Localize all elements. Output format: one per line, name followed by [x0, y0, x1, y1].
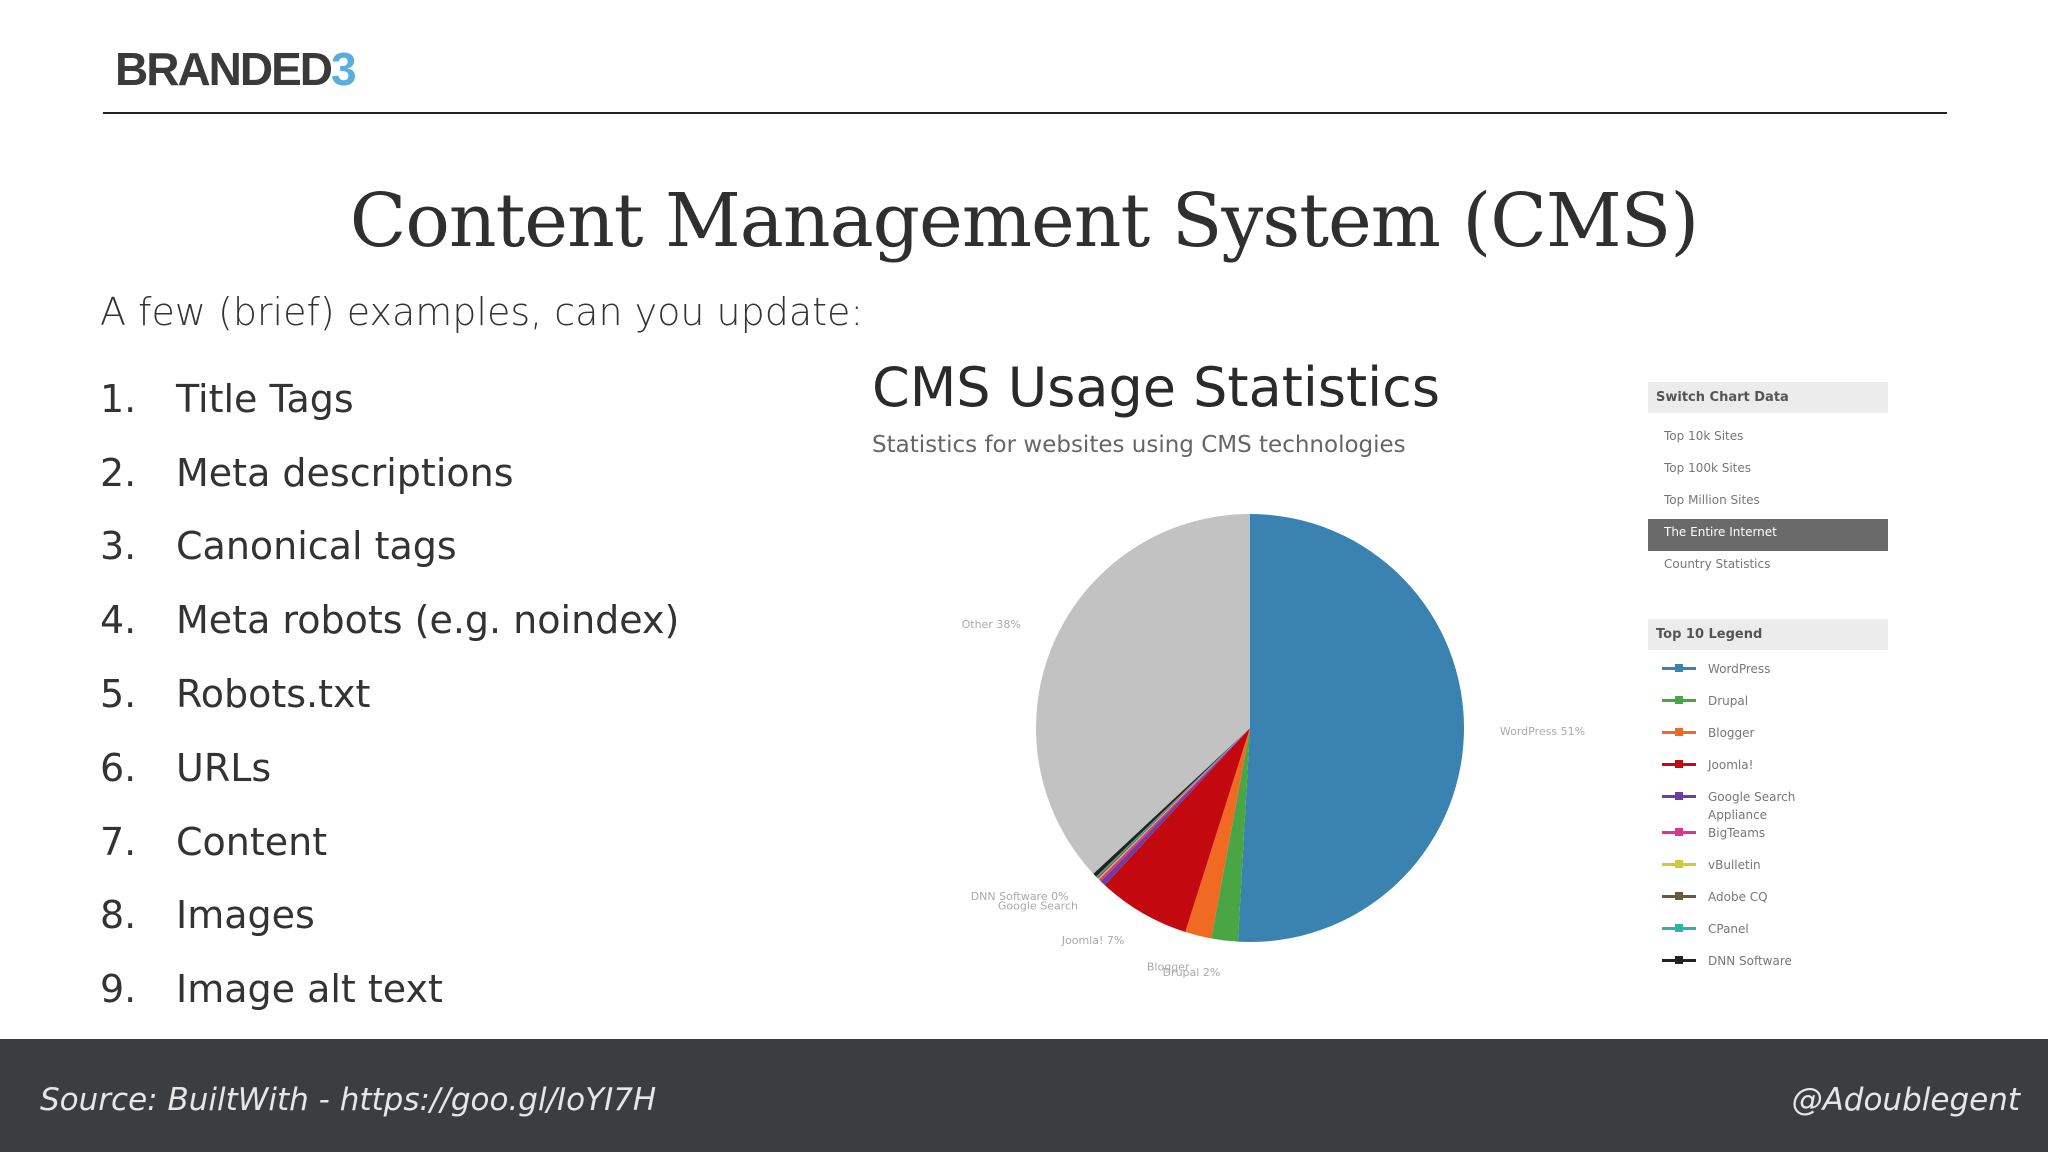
legend-label: DNN Software — [1708, 954, 1792, 968]
list-number: 8. — [100, 893, 137, 938]
list-label: Images — [176, 893, 315, 938]
list-label: Robots.txt — [176, 672, 371, 717]
logo-text: BRANDED — [115, 43, 333, 95]
legend-swatch — [1662, 924, 1696, 932]
slide-title: Content Management System (CMS) — [349, 178, 1700, 264]
cms-usage-chart: CMS Usage Statistics Statistics for webs… — [840, 330, 1900, 1020]
legend-item[interactable]: DNN Software — [1648, 952, 1888, 984]
chart-subtitle: Statistics for websites using CMS techno… — [872, 432, 1406, 458]
pie-data-label: Google Search — [998, 899, 1078, 912]
list-item: 4. Meta robots (e.g. noindex) — [100, 583, 679, 657]
legend-label: vBulletin — [1708, 858, 1761, 872]
pie-data-label: Other 38% — [962, 618, 1021, 631]
pie-slice-joomla- — [1104, 728, 1250, 932]
legend-item[interactable]: BigTeams — [1648, 824, 1888, 856]
list-label: URLs — [176, 745, 272, 790]
list-number: 2. — [100, 450, 137, 495]
legend-item[interactable]: CPanel — [1648, 920, 1888, 952]
pie-slice-wordpress — [1237, 514, 1464, 942]
legend-swatch — [1662, 792, 1696, 800]
legend-label: Adobe CQ — [1708, 890, 1768, 904]
list-number: 9. — [100, 967, 137, 1012]
list-label: Canonical tags — [176, 524, 457, 569]
list-item: 8. Images — [100, 879, 679, 953]
list-item: 5. Robots.txt — [100, 657, 679, 731]
list-label: Content — [176, 819, 328, 864]
pie-slice-adobe-cq — [1097, 728, 1250, 879]
list-item: 3. Canonical tags — [100, 510, 679, 584]
pie-slice-vbulletin — [1097, 728, 1250, 880]
chart-sidebar: Switch Chart Data Top 10k Sites Top 100k… — [1648, 382, 1888, 984]
list-number: 7. — [100, 819, 137, 864]
list-item: 7. Content — [100, 805, 679, 879]
legend-swatch — [1662, 728, 1696, 736]
pie-data-label: Joomla! 7% — [1061, 934, 1125, 947]
legend-item[interactable]: Blogger — [1648, 724, 1888, 756]
pie-data-label: WordPress 51% — [1500, 725, 1585, 738]
option-entire-internet[interactable]: The Entire Internet — [1648, 519, 1888, 551]
list-item: 9. Image alt text — [100, 952, 679, 1026]
legend-label: WordPress — [1708, 662, 1771, 676]
legend-label: Drupal — [1708, 694, 1749, 708]
pie-slice-google-search-appliance — [1100, 728, 1250, 886]
legend-item[interactable]: Joomla! — [1648, 756, 1888, 788]
list-number: 5. — [100, 672, 137, 717]
legend-swatch — [1662, 892, 1696, 900]
list-number: 3. — [100, 524, 137, 569]
pie-slice-dnn-software — [1093, 728, 1250, 877]
legend-swatch — [1662, 696, 1696, 704]
list-item: 6. URLs — [100, 731, 679, 805]
legend-label: Joomla! — [1708, 758, 1754, 772]
branded3-logo: BRANDED3 — [115, 42, 357, 96]
list-label: Title Tags — [176, 376, 354, 421]
pie-slice-drupal — [1211, 728, 1250, 942]
switch-chart-data-heading: Switch Chart Data — [1648, 382, 1888, 413]
legend-swatch — [1662, 760, 1696, 768]
list-label: Image alt text — [176, 967, 443, 1012]
legend-swatch — [1662, 664, 1696, 672]
pie-data-label: DNN Software 0% — [971, 890, 1069, 903]
legend-swatch — [1662, 828, 1696, 836]
legend-swatch — [1662, 956, 1696, 964]
option-country-statistics[interactable]: Country Statistics — [1664, 557, 1771, 571]
list-number: 4. — [100, 598, 137, 643]
legend-label: Google Search Appliance — [1708, 790, 1796, 822]
legend-item[interactable]: vBulletin — [1648, 856, 1888, 888]
pie-chart: WordPress 51% Drupal 2%Blogger Joomla! 7% G… — [962, 514, 1585, 979]
list-item: 2. Meta descriptions — [100, 436, 679, 510]
chart-title: CMS Usage Statistics — [872, 356, 1441, 419]
header-divider — [103, 112, 1947, 114]
legend-item[interactable]: Google Search Appliance — [1648, 788, 1888, 824]
legend-label: CPanel — [1708, 922, 1749, 936]
list-number: 1. — [100, 376, 137, 421]
examples-list: 1. Title Tags 2. Meta descriptions 3. Canon… — [100, 362, 679, 1026]
legend-item[interactable]: WordPress — [1648, 660, 1888, 692]
twitter-handle: @Adoublegent — [1791, 1082, 2020, 1118]
legend-label: BigTeams — [1708, 826, 1766, 840]
logo-accent: 3 — [331, 43, 357, 95]
list-number: 6. — [100, 745, 137, 790]
source-citation: Source: BuiltWith - https://goo.gl/IoYI7… — [40, 1082, 657, 1118]
intro-text: A few (brief) examples, can you update: — [100, 290, 864, 334]
pie-data-label: Drupal 2% — [1163, 966, 1221, 979]
legend-heading: Top 10 Legend — [1648, 619, 1888, 650]
legend-label: Blogger — [1708, 726, 1755, 740]
pie-slice-cpanel — [1096, 728, 1250, 878]
option-top-10k[interactable]: Top 10k Sites — [1664, 429, 1744, 443]
option-top-million[interactable]: Top Million Sites — [1664, 493, 1760, 507]
legend-item[interactable]: Adobe CQ — [1648, 888, 1888, 920]
pie-slice-bigteams — [1098, 728, 1250, 882]
legend-swatch — [1662, 860, 1696, 868]
footer-bar — [0, 1039, 2048, 1152]
pie-data-label: Blogger — [1147, 961, 1190, 974]
list-label: Meta descriptions — [176, 450, 514, 495]
option-top-100k[interactable]: Top 100k Sites — [1664, 461, 1752, 475]
pie-slice-blogger — [1185, 728, 1250, 939]
list-item: 1. Title Tags — [100, 362, 679, 436]
list-label: Meta robots (e.g. noindex) — [176, 598, 680, 643]
chart-legend: WordPress Drupal Blogger Joomla! Google Sear… — [1648, 660, 1888, 984]
legend-item[interactable]: Drupal — [1648, 692, 1888, 724]
pie-slice-other — [1036, 514, 1250, 874]
